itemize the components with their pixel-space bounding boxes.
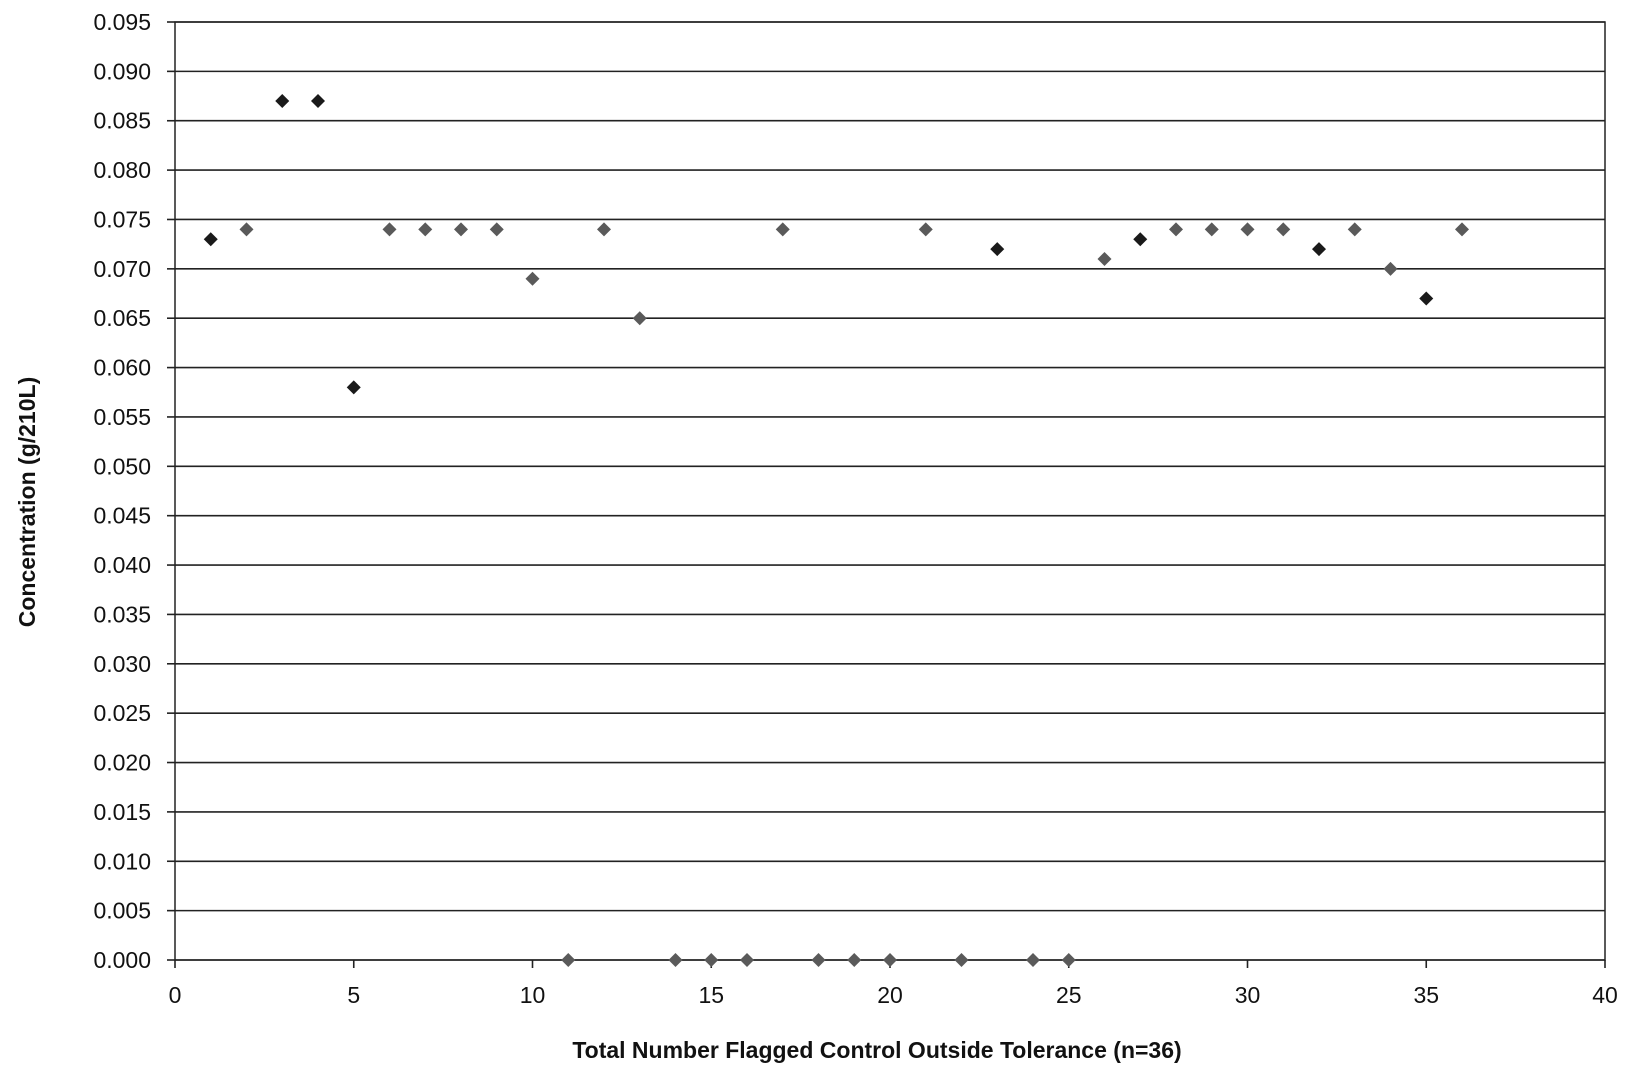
y-tick-label: 0.050 [93,453,151,479]
data-point [525,271,540,286]
data-point [1276,222,1291,237]
y-tick-label: 0.025 [93,700,151,726]
y-tick-label: 0.035 [93,601,151,627]
data-point [918,222,933,237]
data-point [1347,222,1362,237]
data-point [203,232,218,247]
data-point [990,242,1005,257]
data-point [668,953,683,967]
y-axis-title: Concentration (g/210L) [14,377,40,627]
data-point [1026,953,1040,967]
y-tick-label: 0.020 [93,750,151,776]
data-point [1097,251,1112,266]
data-point [632,311,647,326]
data-point [1383,261,1398,276]
x-tick-label: 35 [1413,982,1439,1008]
data-point [1240,222,1255,237]
data-point [239,222,254,237]
plot-area [174,21,1606,961]
data-point [1312,242,1326,257]
data-point [811,953,826,967]
y-tick-label: 0.075 [93,206,151,232]
data-point [275,93,290,108]
data-point [1169,222,1183,237]
y-tick-label: 0.095 [93,9,151,35]
y-tick-label: 0.015 [93,799,151,825]
y-tick-label: 0.005 [93,898,151,924]
data-point [1455,222,1469,237]
data-point [775,222,790,237]
y-tick-label: 0.090 [93,58,151,84]
data-point [954,953,969,967]
y-tick-label: 0.080 [93,157,151,183]
y-tick-label: 0.010 [93,848,151,874]
y-tick-label: 0.060 [93,355,151,381]
y-tick-label: 0.085 [93,108,151,134]
data-point [346,380,361,395]
data-point [1061,953,1076,967]
data-point [418,222,433,237]
data-point [382,222,397,237]
data-point [704,953,719,967]
data-point [1419,291,1434,306]
data-point [489,222,504,237]
x-tick-label: 10 [520,982,546,1008]
x-tick-labels: 0 5 10 15 20 25 30 35 40 [169,982,1618,1008]
y-tick-label: 0.040 [93,552,151,578]
x-tick-label: 0 [169,982,182,1008]
gridlines [167,21,1606,968]
data-point [883,953,897,967]
x-tick-label: 25 [1056,982,1082,1008]
data-points [203,93,1469,967]
y-tick-labels: 0.000 0.005 0.010 0.015 0.020 0.025 0.030 0.035… [93,9,151,973]
y-tick-label: 0.000 [93,947,151,973]
data-point [597,222,611,237]
data-point [561,953,576,967]
data-point [311,93,325,108]
x-tick-label: 40 [1592,982,1618,1008]
x-tick-label: 15 [698,982,724,1008]
data-point [1133,232,1148,247]
data-point [1204,222,1219,237]
y-tick-label: 0.070 [93,256,151,282]
y-tick-label: 0.065 [93,305,151,331]
y-tick-label: 0.045 [93,503,151,529]
y-tick-label: 0.030 [93,651,151,677]
x-axis-title: Total Number Flagged Control Outside Tol… [572,1037,1181,1063]
x-tick-label: 20 [877,982,903,1008]
x-tick-label: 30 [1235,982,1261,1008]
data-point [847,953,862,967]
y-tick-label: 0.055 [93,404,151,430]
data-point [740,953,754,967]
x-tick-label: 5 [347,982,360,1008]
data-point [454,222,468,237]
